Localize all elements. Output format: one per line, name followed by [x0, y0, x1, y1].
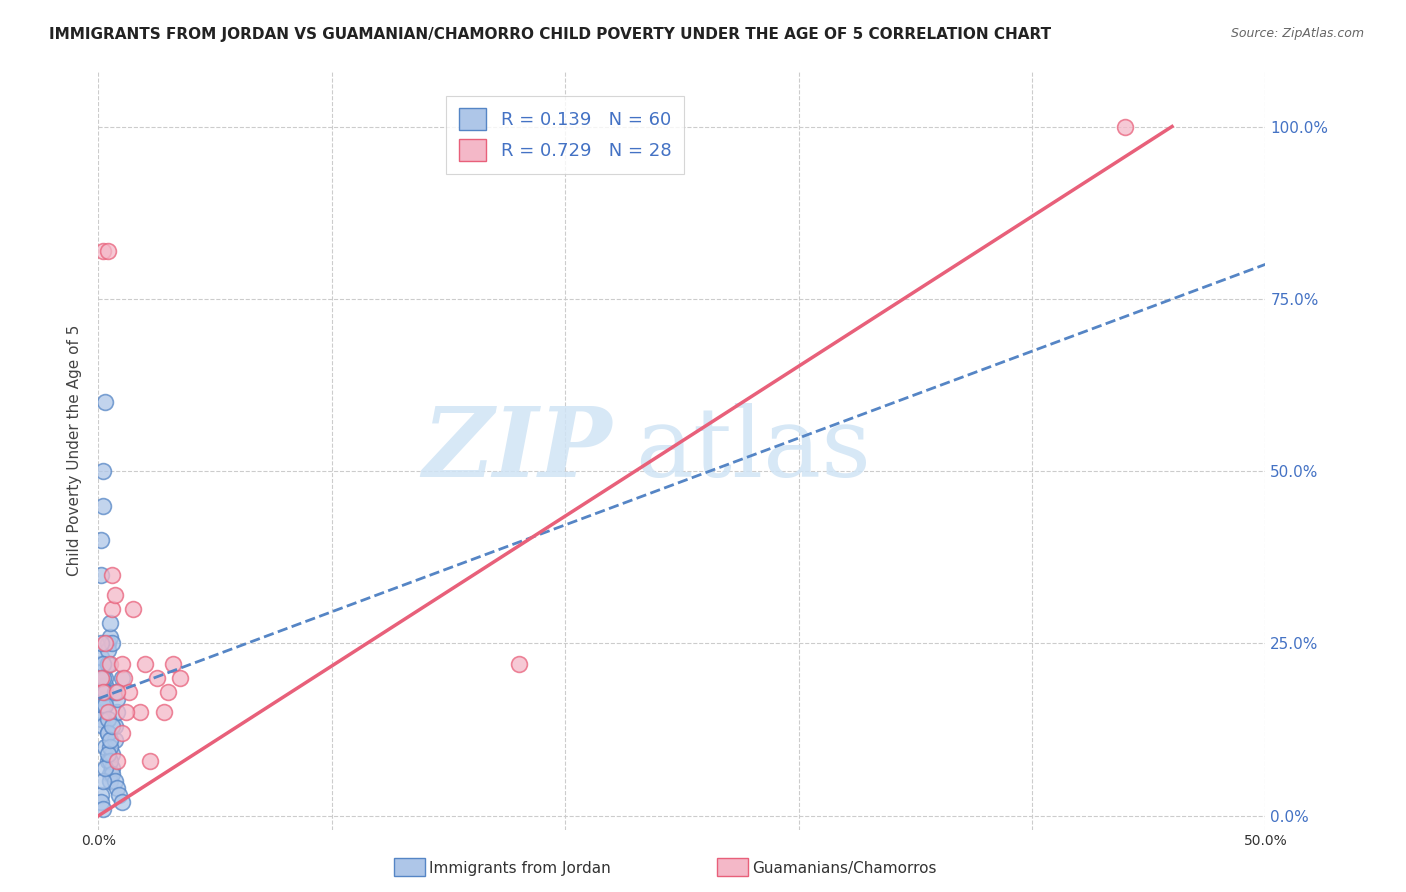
Point [104, 684, 127, 698]
Point [94, 684, 117, 698]
Point [90, 712, 112, 726]
Point [97, 726, 120, 740]
Point [101, 567, 124, 582]
Point [91, 684, 114, 698]
Point [118, 684, 141, 698]
Point [98, 774, 121, 789]
Point [91, 774, 114, 789]
Point [105, 754, 128, 768]
Legend: R = 0.139   N = 60, R = 0.729   N = 28: R = 0.139 N = 60, R = 0.729 N = 28 [447, 95, 683, 174]
Point [111, 671, 134, 685]
Point [146, 671, 169, 685]
Point [91, 684, 114, 698]
Point [90, 657, 112, 672]
Point [97, 706, 120, 720]
Point [90, 788, 112, 802]
Point [98, 630, 121, 644]
Point [98, 615, 121, 630]
Point [90, 567, 112, 582]
Point [98, 739, 121, 754]
Point [91, 657, 114, 672]
Y-axis label: Child Poverty Under the Age of 5: Child Poverty Under the Age of 5 [67, 325, 83, 576]
Point [90, 636, 112, 650]
Point [97, 657, 120, 672]
Point [101, 767, 124, 781]
Point [91, 671, 114, 685]
Point [508, 657, 530, 672]
Point [94, 684, 117, 698]
Point [105, 684, 128, 698]
Text: atlas: atlas [636, 403, 872, 498]
Point [94, 760, 117, 774]
Point [91, 706, 114, 720]
Point [97, 726, 120, 740]
Point [90, 533, 112, 547]
Point [105, 691, 128, 706]
Point [97, 754, 120, 768]
Point [98, 733, 121, 747]
Text: Source: ZipAtlas.com: Source: ZipAtlas.com [1230, 27, 1364, 40]
Point [97, 747, 120, 761]
Point [91, 499, 114, 513]
Point [97, 657, 120, 672]
Point [91, 464, 114, 478]
Text: Guamanians/Chamorros: Guamanians/Chamorros [752, 862, 936, 876]
Point [104, 774, 127, 789]
Point [157, 684, 180, 698]
Point [98, 767, 121, 781]
Point [169, 671, 191, 685]
Point [111, 657, 134, 672]
Point [101, 747, 124, 761]
Text: ZIP: ZIP [422, 403, 612, 498]
Point [162, 657, 184, 672]
Point [94, 739, 117, 754]
Point [94, 698, 117, 713]
Point [94, 691, 117, 706]
Point [91, 664, 114, 678]
Point [115, 706, 138, 720]
Point [97, 636, 120, 650]
Point [111, 726, 134, 740]
Point [97, 244, 120, 258]
Point [91, 244, 114, 258]
Point [134, 657, 156, 672]
Point [101, 602, 124, 616]
Point [97, 712, 120, 726]
Point [112, 671, 135, 685]
Point [105, 781, 128, 796]
Point [101, 636, 124, 650]
Point [122, 602, 145, 616]
Point [1114, 120, 1136, 134]
Point [94, 671, 117, 685]
Point [111, 795, 134, 809]
Point [104, 588, 127, 602]
Point [97, 643, 120, 657]
Point [90, 795, 112, 809]
Text: Immigrants from Jordan: Immigrants from Jordan [429, 862, 610, 876]
Point [98, 754, 121, 768]
Point [101, 719, 124, 733]
Point [94, 678, 117, 692]
Point [104, 719, 127, 733]
Point [91, 802, 114, 816]
Point [91, 698, 114, 713]
Point [108, 788, 131, 802]
Point [90, 671, 112, 685]
Point [94, 395, 117, 409]
Point [105, 706, 128, 720]
Point [98, 657, 121, 672]
Text: IMMIGRANTS FROM JORDAN VS GUAMANIAN/CHAMORRO CHILD POVERTY UNDER THE AGE OF 5 CO: IMMIGRANTS FROM JORDAN VS GUAMANIAN/CHAM… [49, 27, 1052, 42]
Point [129, 706, 152, 720]
Point [104, 733, 127, 747]
Point [139, 754, 162, 768]
Point [91, 719, 114, 733]
Point [90, 650, 112, 665]
Point [101, 760, 124, 774]
Point [152, 706, 174, 720]
Point [94, 636, 117, 650]
Point [90, 671, 112, 685]
